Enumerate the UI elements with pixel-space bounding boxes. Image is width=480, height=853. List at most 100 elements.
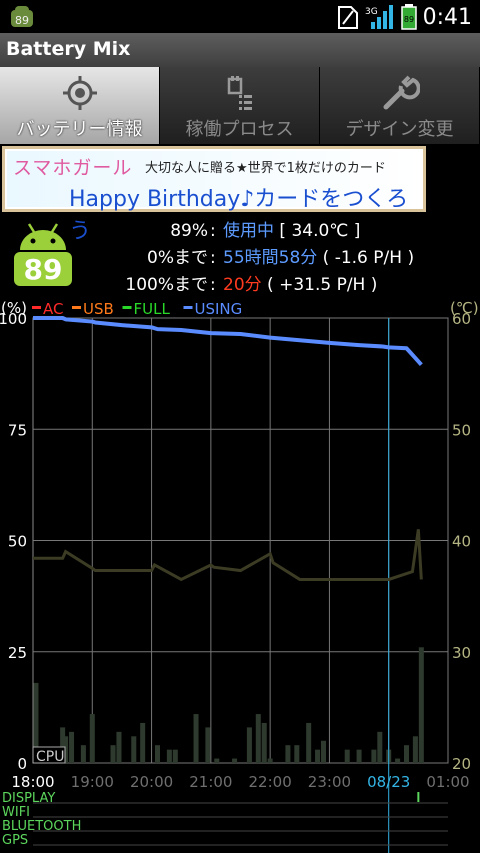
activity-row-label: DISPLAY (2, 791, 55, 806)
wrench-icon (383, 75, 420, 110)
ad-banner-brand: スマホガール (13, 157, 133, 179)
until-full-values: 20分 ( +31.5 P/H ) (223, 272, 377, 299)
cpu-label-box (32, 746, 66, 764)
charge-rate: ( +31.5 P/H ) (261, 275, 378, 295)
left-axis-tick-label: 100 (0, 310, 27, 328)
cpu-bar (412, 736, 418, 763)
legend-swatch (122, 306, 132, 309)
cpu-bar (69, 731, 75, 763)
discharge-rate: ( -1.6 P/H ) (317, 248, 415, 268)
tab-running-processes[interactable]: 稼働プロセス (160, 67, 320, 144)
cpu-bar (321, 740, 326, 763)
cpu-bar (89, 714, 95, 763)
cpu-bar (60, 727, 66, 763)
right-axis-tick-label: 50 (452, 421, 471, 439)
battery-level-line (33, 316, 423, 367)
right-axis-tick-label: 30 (452, 644, 471, 662)
legend-swatch (72, 306, 81, 309)
x-axis-tick-label: 01:00 (426, 773, 469, 791)
time-until-full: 20分 (223, 275, 262, 295)
until-empty-label: 0%まで (147, 248, 208, 268)
notification-badge-text: 89 (15, 14, 29, 27)
cpu-bar (267, 758, 273, 763)
tab-battery-info-label: バッテリー情報 (16, 119, 143, 140)
separator: : (210, 248, 216, 268)
cpu-bar (306, 722, 312, 763)
left-axis-tick-label: 0 (17, 755, 27, 773)
battery-history-chart[interactable]: 100 60 75 50 50 40 25 30 0 20 18:00 19:00 20:00 21:00… (0, 295, 480, 853)
battery-mix-notification-icon: 89 (11, 6, 33, 27)
process-list-icon (227, 76, 252, 110)
cpu-bar (294, 745, 300, 763)
tab-bar: バッテリー情報 稼働プロセス デザイン変更 (0, 67, 480, 144)
x-axis-tick-label: 08/23 (367, 773, 410, 791)
app-title: Battery Mix (6, 38, 131, 60)
right-axis-tick-label: 60 (452, 310, 471, 328)
cpu-bar (33, 682, 39, 763)
signal-strength-icon: 3G (365, 5, 393, 29)
right-axis-tick-label: 40 (452, 533, 471, 551)
legend-item: USING (195, 300, 243, 318)
separator: : (210, 221, 216, 241)
legend-swatch (183, 306, 193, 309)
chart-legend: AC USB FULL USING (32, 300, 242, 318)
ad-banner-tagline: 大切な人に贈る★世界で1枚だけのカード (145, 161, 386, 176)
battery-percent: 89% (170, 221, 208, 241)
cpu-bar (246, 727, 252, 763)
ad-banner[interactable]: スマホガール 大切な人に贈る★世界で1枚だけのカード Happy Birthda… (2, 146, 426, 244)
cpu-bar (344, 749, 350, 763)
legend-swatch (32, 306, 41, 309)
cpu-bar (395, 758, 401, 763)
tab-battery-info[interactable]: バッテリー情報 (0, 67, 160, 144)
time-until-empty: 55時間58分 (223, 248, 318, 268)
cpu-bar (418, 647, 424, 763)
cpu-bar (116, 731, 122, 763)
activity-row-label: GPS (2, 833, 28, 848)
network-type-label: 3G (365, 7, 378, 17)
x-axis-tick-label: 23:00 (308, 773, 351, 791)
x-axis-tick-label: 18:00 (11, 773, 54, 791)
clock: 0:41 (422, 4, 472, 30)
cpu-bar (131, 736, 137, 763)
x-axis-tick-label: 21:00 (189, 773, 232, 791)
cpu-bar (205, 727, 211, 763)
left-axis-unit: (%) (1, 299, 27, 317)
cpu-usage-bars (33, 647, 424, 763)
cpu-bar (377, 731, 383, 763)
activity-row-label: BLUETOOTH (2, 819, 81, 834)
tab-running-processes-label: 稼働プロセス (185, 119, 294, 140)
cpu-bar (63, 736, 69, 763)
battery-info-row-empty: 0%まで : 55時間58分 ( -1.6 P/H ) (80, 245, 460, 272)
until-empty-values: 55時間58分 ( -1.6 P/H ) (223, 245, 414, 272)
cpu-bar (404, 745, 409, 763)
tab-design-change[interactable]: デザイン変更 (320, 67, 480, 144)
battery-info: 89% : 使用中 [ 34.0℃ ] 0%まで : 55時間58分 ( -1.… (80, 218, 460, 299)
cpu-bar (232, 758, 238, 763)
left-axis-tick-label: 75 (8, 421, 27, 439)
cpu-bar (80, 745, 86, 763)
cpu-bar (193, 714, 199, 763)
chart-grid (32, 317, 449, 764)
cpu-bar (356, 749, 362, 763)
cpu-bar (166, 749, 172, 763)
cpu-bar (261, 722, 267, 763)
battery-status-values: 使用中 [ 34.0℃ ] (223, 218, 360, 245)
x-axis-tick-label: 20:00 (130, 773, 173, 791)
display-on-mark (417, 792, 420, 802)
legend-item: USB (83, 300, 114, 318)
cpu-bar (140, 722, 146, 763)
cpu-bar (371, 749, 377, 763)
cpu-bar (172, 749, 178, 763)
chart-series (33, 316, 423, 853)
legend-item: AC (43, 300, 63, 318)
ad-banner-headline: Happy Birthday♪カードをつくろう (69, 187, 409, 244)
android-battery-icon: 89 (14, 223, 72, 286)
left-axis-tick-label: 25 (8, 644, 27, 662)
right-axis-unit: (℃) (450, 299, 479, 317)
cpu-bar (214, 758, 220, 763)
status-bar: 89 3G 89 0:41 (0, 0, 480, 33)
cpu-label: CPU (36, 749, 64, 765)
battery-level-text: 89 (24, 253, 63, 286)
x-axis-tick-label: 19:00 (71, 773, 114, 791)
